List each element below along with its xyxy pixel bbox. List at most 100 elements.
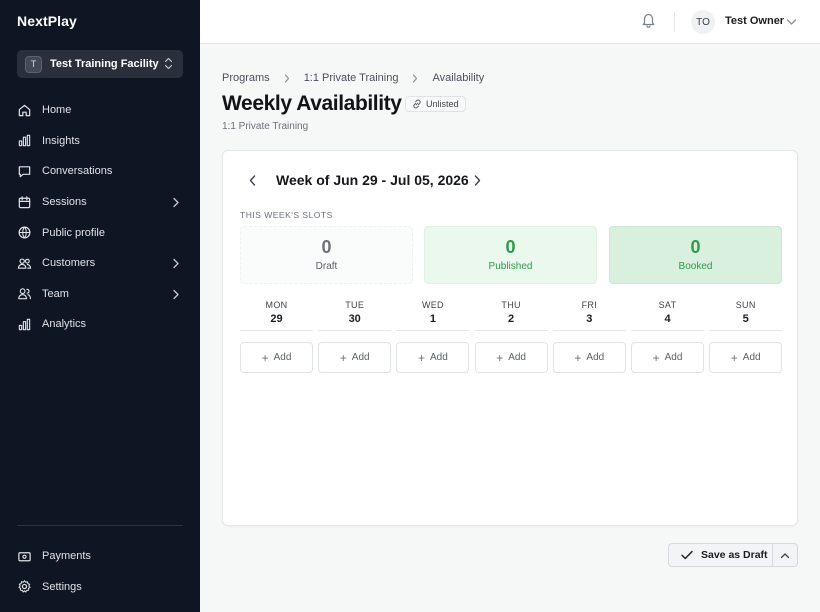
add-slot-button[interactable]: + Add: [631, 342, 704, 373]
sidebar-nav: Home Insights Conversations Sessions Pub…: [17, 95, 183, 340]
globe-icon: [18, 226, 31, 239]
plus-icon: +: [417, 350, 425, 365]
topbar-divider: [674, 12, 675, 32]
chevron-right-icon: [173, 258, 179, 269]
chevron-up-icon: [780, 552, 790, 558]
sidebar-item-label: Home: [42, 104, 72, 117]
chevron-right-icon: [284, 73, 289, 83]
topbar: TO Test Owner: [200, 0, 820, 44]
user-name[interactable]: Test Owner: [725, 15, 785, 27]
sidebar-item-label: Insights: [42, 134, 80, 147]
link-icon: [413, 99, 421, 109]
day-column-fri: FRI 3 + Add: [552, 300, 626, 373]
day-divider: [631, 330, 704, 331]
draft-count: 0: [321, 237, 332, 257]
chevron-right-icon: [413, 73, 418, 83]
sidebar-item-label: Conversations: [42, 165, 113, 178]
booked-stat: 0 Booked: [609, 226, 782, 284]
day-column-sat: SAT 4 + Add: [631, 300, 704, 373]
sidebar-bottom-nav: Payments Settings: [17, 541, 183, 602]
sidebar-item-label: Team: [42, 287, 69, 300]
sidebar-item-settings[interactable]: Settings: [17, 572, 183, 603]
chat-icon: [18, 166, 31, 178]
sidebar-item-label: Payments: [42, 550, 91, 563]
facility-avatar: T: [25, 55, 42, 73]
breadcrumb-current: Availability: [432, 72, 485, 84]
chevron-left-icon[interactable]: [248, 174, 257, 187]
sidebar-item-label: Public profile: [42, 226, 105, 239]
add-label: Add: [664, 352, 683, 363]
check-icon: [681, 550, 693, 560]
chevron-right-icon[interactable]: [473, 174, 482, 187]
sidebar-item-analytics[interactable]: Analytics: [17, 309, 183, 340]
week-label: Week of Jun 29 - Jul 05, 2026: [276, 172, 469, 188]
booked-label: Booked: [678, 261, 713, 272]
sidebar-item-insights[interactable]: Insights: [17, 126, 183, 157]
status-badge: Unlisted: [405, 96, 466, 112]
avatar[interactable]: TO: [691, 10, 715, 34]
chevron-right-icon: [173, 289, 179, 299]
add-label: Add: [430, 352, 448, 363]
plus-icon: +: [496, 350, 504, 365]
published-label: Published: [488, 261, 533, 272]
day-divider: [474, 330, 548, 331]
brand-logo[interactable]: NextPlay: [17, 13, 77, 29]
day-name: MON: [265, 300, 288, 310]
chevron-up-down-icon: [164, 57, 173, 70]
bell-icon[interactable]: [641, 12, 656, 28]
day-divider: [552, 330, 626, 331]
calendar-icon: [18, 195, 31, 208]
gear-icon: [18, 580, 31, 593]
add-slot-button[interactable]: + Add: [552, 342, 626, 373]
sidebar-item-label: Customers: [42, 257, 96, 270]
bar-chart-icon: [18, 135, 31, 147]
day-column-mon: MON 29 + Add: [240, 300, 313, 373]
day-name: WED: [421, 300, 444, 310]
sidebar-item-payments[interactable]: Payments: [17, 541, 183, 572]
sidebar-item-public-profile[interactable]: Public profile: [17, 217, 183, 248]
breadcrumb-program[interactable]: 1:1 Private Training: [303, 72, 399, 84]
plus-icon: +: [730, 350, 738, 365]
plus-icon: +: [652, 350, 660, 365]
sidebar-item-home[interactable]: Home: [17, 95, 183, 126]
day-divider: [396, 330, 470, 331]
availability-card: Week of Jun 29 - Jul 05, 2026 THIS WEEK'…: [222, 150, 798, 526]
day-date: 1: [429, 313, 436, 325]
facility-name: Test Training Facility: [50, 58, 159, 70]
day-name: TUE: [345, 300, 365, 310]
plus-icon: +: [574, 350, 582, 365]
slots-heading: THIS WEEK'S SLOTS: [240, 210, 333, 220]
page-title: Weekly Availability: [222, 92, 402, 115]
sidebar-item-conversations[interactable]: Conversations: [17, 156, 183, 187]
add-slot-button[interactable]: + Add: [474, 342, 548, 373]
sidebar-item-customers[interactable]: Customers: [17, 248, 183, 279]
day-column-thu: THU 2 + Add: [474, 300, 548, 373]
page-subtitle: 1:1 Private Training: [222, 121, 309, 132]
sidebar-item-team[interactable]: Team: [17, 279, 183, 310]
add-slot-button[interactable]: + Add: [240, 342, 313, 373]
day-name: FRI: [581, 300, 597, 310]
sidebar-item-label: Sessions: [42, 196, 87, 209]
day-name: SAT: [658, 300, 677, 310]
sidebar-item-label: Analytics: [42, 318, 87, 331]
add-label: Add: [586, 352, 605, 363]
facility-switcher[interactable]: T Test Training Facility: [17, 50, 183, 78]
breadcrumb: Programs 1:1 Private Training Availabili…: [222, 72, 484, 84]
published-stat: 0 Published: [424, 226, 597, 284]
users-icon: [17, 258, 32, 269]
plus-icon: +: [339, 350, 347, 365]
chevron-down-icon[interactable]: [786, 18, 797, 26]
add-slot-button[interactable]: + Add: [396, 342, 470, 373]
sidebar: NextPlay T Test Training Facility Home I…: [0, 0, 200, 612]
add-label: Add: [351, 352, 370, 363]
add-slot-button[interactable]: + Add: [709, 342, 783, 373]
breadcrumb-programs[interactable]: Programs: [222, 72, 270, 84]
home-icon: [18, 104, 31, 117]
add-slot-button[interactable]: + Add: [318, 342, 392, 373]
save-options-button[interactable]: [772, 543, 798, 567]
day-date: 29: [270, 313, 283, 325]
save-as-draft-button[interactable]: Save as Draft: [668, 543, 772, 567]
save-as-draft-label: Save as Draft: [701, 549, 768, 561]
draft-stat: 0 Draft: [240, 226, 413, 284]
sidebar-item-sessions[interactable]: Sessions: [17, 187, 183, 218]
